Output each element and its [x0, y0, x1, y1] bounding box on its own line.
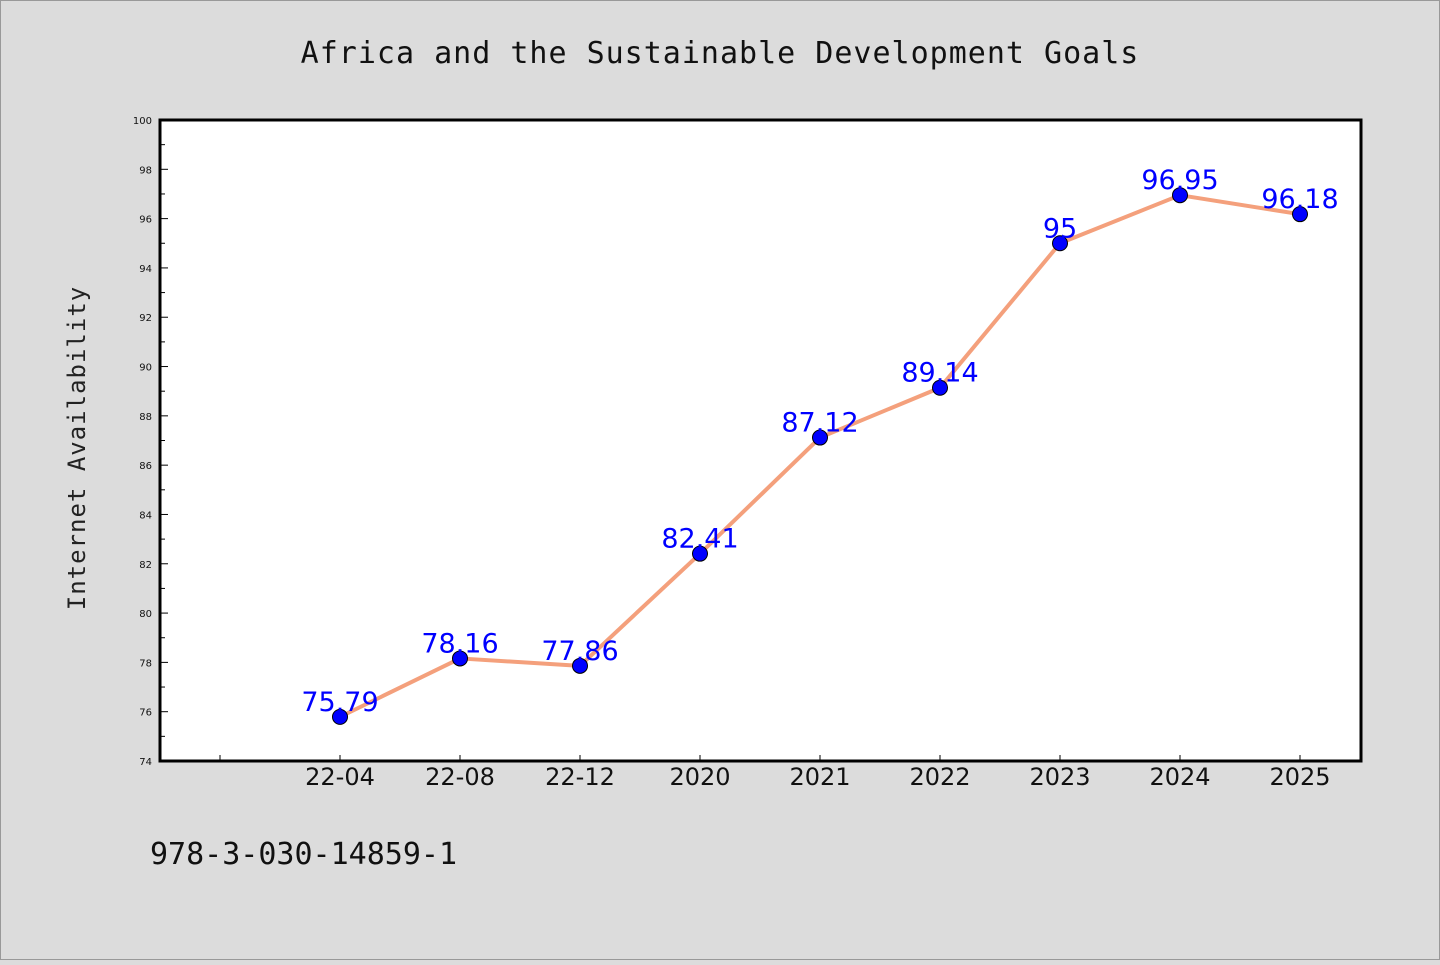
chart-title: Africa and the Sustainable Development G…: [301, 36, 1140, 71]
data-point: [812, 429, 828, 446]
data-point: [452, 650, 468, 667]
x-tick-label: 22-08: [425, 763, 495, 791]
series-points-group: [332, 187, 1308, 725]
x-tick-label: 2023: [1029, 763, 1090, 791]
x-tick-label: 2021: [789, 763, 850, 791]
y-tick-label: 96: [139, 215, 152, 226]
x-tick-label: 2022: [909, 763, 970, 791]
y-tick-label: 76: [139, 708, 152, 719]
data-labels-group: 75.79 78.16 77.86 82.41 87.12 89.14 95 96.95 96.…: [301, 165, 1338, 718]
x-tick-label: 22-04: [305, 763, 375, 791]
data-label: 96.18: [1261, 184, 1338, 215]
x-axis-ticks: 22-04 22-08 22-12 2020 2021 2022 2023 2024 2025: [219, 755, 1331, 791]
data-label: 75.79: [301, 687, 378, 718]
isbn-footer: 978-3-030-14859-1: [150, 837, 457, 872]
y-tick-label: 92: [139, 313, 152, 324]
y-axis-ticks: 74 76 78 80 82 84 86 88 90 92 94 96 98 100: [133, 116, 168, 768]
plot-area: [158, 118, 1363, 763]
data-point: [692, 545, 708, 562]
data-label: 95: [1043, 213, 1077, 244]
y-tick-label: 98: [139, 165, 152, 176]
x-tick-label: 2020: [669, 763, 730, 791]
y-tick-label: 80: [139, 609, 152, 620]
data-label: 78.16: [421, 628, 498, 659]
data-point: [1052, 235, 1068, 252]
data-point: [332, 708, 348, 725]
x-tick-label: 2025: [1269, 763, 1330, 791]
y-tick-label: 100: [133, 116, 152, 127]
y-tick-label: 88: [139, 412, 152, 423]
y-tick-label: 90: [139, 363, 152, 374]
y-tick-label: 78: [139, 658, 152, 669]
x-tick-label: 2024: [1149, 763, 1210, 791]
y-tick-label: 86: [139, 461, 152, 472]
y-axis-label: Internet Availability: [63, 286, 91, 610]
data-point: [1292, 206, 1308, 223]
data-label: 89.14: [901, 358, 978, 389]
y-tick-label: 84: [139, 510, 152, 521]
data-label: 96.95: [1141, 165, 1218, 196]
y-tick-label: 94: [139, 264, 152, 275]
data-label: 87.12: [781, 408, 858, 439]
x-tick-label: 22-12: [545, 763, 615, 791]
data-point: [932, 379, 948, 396]
data-label: 82.41: [661, 524, 738, 555]
data-point: [1172, 187, 1188, 204]
data-point: [572, 657, 588, 674]
data-label: 77.86: [541, 636, 618, 667]
y-tick-label: 82: [139, 560, 152, 571]
y-tick-label: 74: [139, 757, 152, 768]
